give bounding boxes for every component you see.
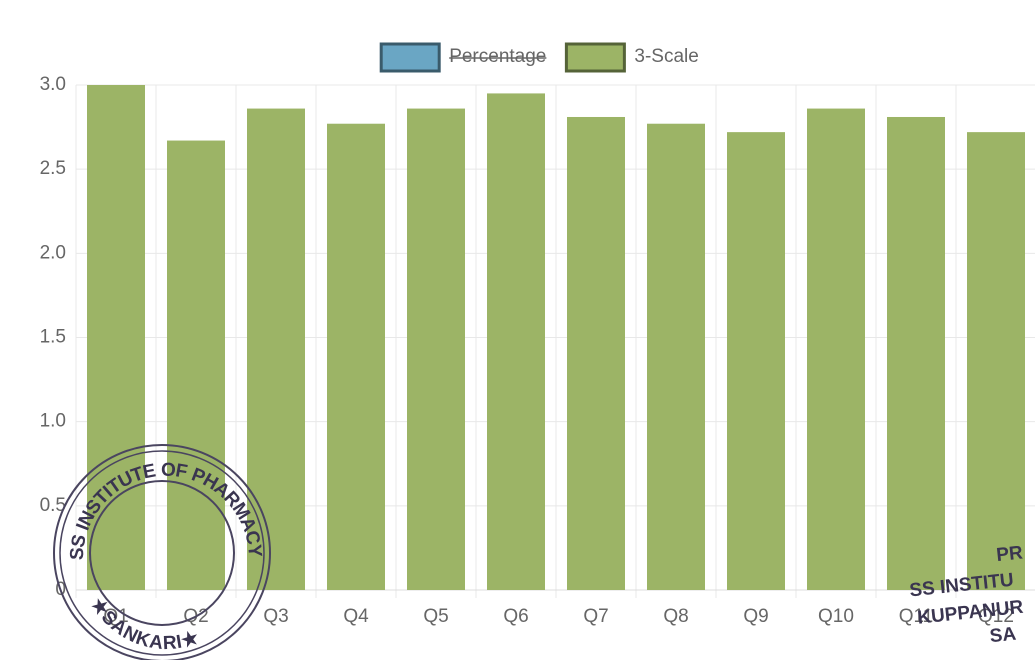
bar: [887, 116, 945, 590]
x-tick-label: Q1: [103, 606, 128, 627]
y-tick-label: 1.0: [40, 411, 66, 432]
y-tick-label: 1.5: [40, 327, 66, 348]
bar: [247, 108, 305, 591]
x-tick-label: Q10: [818, 606, 854, 627]
bar: [487, 93, 545, 591]
legend-label: Percentage: [449, 46, 546, 67]
x-tick-label: Q12: [978, 606, 1014, 627]
stamp-ring: [89, 480, 235, 626]
x-tick-label: Q9: [743, 606, 768, 627]
y-tick-label: 3.0: [40, 74, 66, 95]
bar: [967, 132, 1025, 590]
bar: [167, 140, 225, 591]
bar: [567, 116, 625, 590]
stamp-ring: [53, 444, 271, 660]
legend-swatch: [379, 42, 441, 73]
x-tick-label: Q5: [423, 606, 448, 627]
bar: [87, 85, 145, 590]
legend-item: 3-Scale: [564, 42, 699, 73]
legend-label: 3-Scale: [634, 46, 698, 67]
bar: [647, 123, 705, 590]
x-tick-label: Q11: [899, 606, 934, 627]
y-tick-label: 0.5: [40, 495, 66, 516]
stamp-text: SA: [989, 624, 1018, 648]
y-tick-label: 2.5: [40, 158, 66, 179]
x-tick-label: Q4: [343, 606, 369, 627]
bar: [727, 132, 785, 590]
stamp-ring: [59, 450, 265, 656]
x-tick-label: Q7: [583, 606, 608, 627]
x-tick-label: Q6: [503, 606, 528, 627]
bar: [807, 108, 865, 591]
y-tick-label: 2.0: [40, 242, 66, 263]
x-tick-label: Q3: [263, 606, 288, 627]
x-tick-label: Q8: [663, 606, 688, 627]
legend-item: Percentage: [379, 42, 547, 73]
bar: [327, 123, 385, 590]
bar: [407, 108, 465, 591]
plot: 00.51.01.52.02.53.0Q1 Q2 Q3 Q4 Q5 Q6 Q7 Q8 Q9 Q10…: [40, 74, 1035, 627]
legend-swatch: [564, 42, 626, 73]
legend: Percentage 3-Scale: [379, 42, 699, 73]
stamp-text: PR: [995, 542, 1024, 566]
